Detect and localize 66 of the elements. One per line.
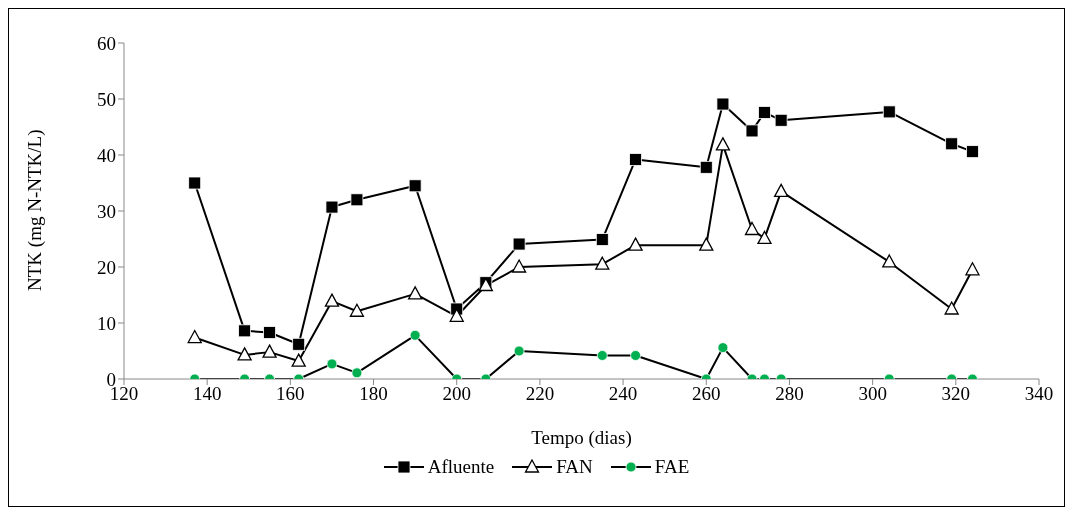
y-tick-label: 10 xyxy=(97,312,116,334)
point xyxy=(717,342,729,354)
point xyxy=(326,358,338,370)
point xyxy=(512,237,526,251)
point xyxy=(774,113,788,127)
point xyxy=(882,254,897,268)
point xyxy=(758,106,771,119)
x-tick-label: 300 xyxy=(858,383,887,405)
y-tick-label: 30 xyxy=(97,200,116,222)
point xyxy=(965,262,980,276)
x-tick-label: 200 xyxy=(442,383,471,405)
point xyxy=(716,97,730,111)
point xyxy=(408,179,422,193)
point xyxy=(744,221,760,236)
point xyxy=(237,347,252,361)
point xyxy=(630,350,641,361)
x-tick-label: 320 xyxy=(941,383,971,405)
point xyxy=(262,344,277,358)
point xyxy=(238,324,252,338)
point xyxy=(944,301,959,315)
x-tick-label: 220 xyxy=(525,383,555,405)
point xyxy=(945,137,959,151)
point xyxy=(699,160,713,174)
point xyxy=(629,153,642,166)
point xyxy=(882,105,896,119)
point xyxy=(966,145,979,159)
x-tick-label: 140 xyxy=(192,383,222,405)
point xyxy=(757,230,772,245)
legend-label: FAE xyxy=(654,456,690,478)
x-tick-label: 260 xyxy=(692,383,721,405)
point xyxy=(187,329,202,344)
point xyxy=(263,326,276,339)
point xyxy=(407,286,423,300)
x-tick-label: 280 xyxy=(775,383,804,405)
y-tick-label: 40 xyxy=(97,144,116,166)
point xyxy=(291,353,306,367)
point xyxy=(349,303,365,317)
y-tick-label: 20 xyxy=(97,256,116,278)
point xyxy=(595,233,609,246)
x-tick-label: 160 xyxy=(276,383,305,405)
point xyxy=(188,176,202,190)
point xyxy=(596,350,608,361)
point xyxy=(350,193,364,207)
y-axis-title: NTK (mg N-NTK/L) xyxy=(23,129,46,291)
x-tick-label: 340 xyxy=(1024,383,1054,405)
legend-label: FAN xyxy=(556,456,593,478)
point xyxy=(409,329,421,341)
point xyxy=(292,337,306,351)
point xyxy=(325,200,339,214)
point xyxy=(351,367,363,379)
point xyxy=(449,308,464,322)
point xyxy=(699,237,714,251)
point xyxy=(595,256,610,270)
point xyxy=(628,237,643,251)
point xyxy=(715,137,731,151)
point xyxy=(773,183,789,198)
x-tick-label: 180 xyxy=(359,383,388,405)
x-axis-title: Tempo (dias) xyxy=(531,427,632,449)
legend-label: Afluente xyxy=(427,456,495,478)
point xyxy=(511,259,527,273)
y-tick-label: 50 xyxy=(97,88,116,110)
point xyxy=(513,345,525,357)
point xyxy=(324,293,340,307)
point xyxy=(745,124,759,138)
y-tick-label: 60 xyxy=(97,32,116,54)
x-tick-label: 240 xyxy=(608,383,638,405)
